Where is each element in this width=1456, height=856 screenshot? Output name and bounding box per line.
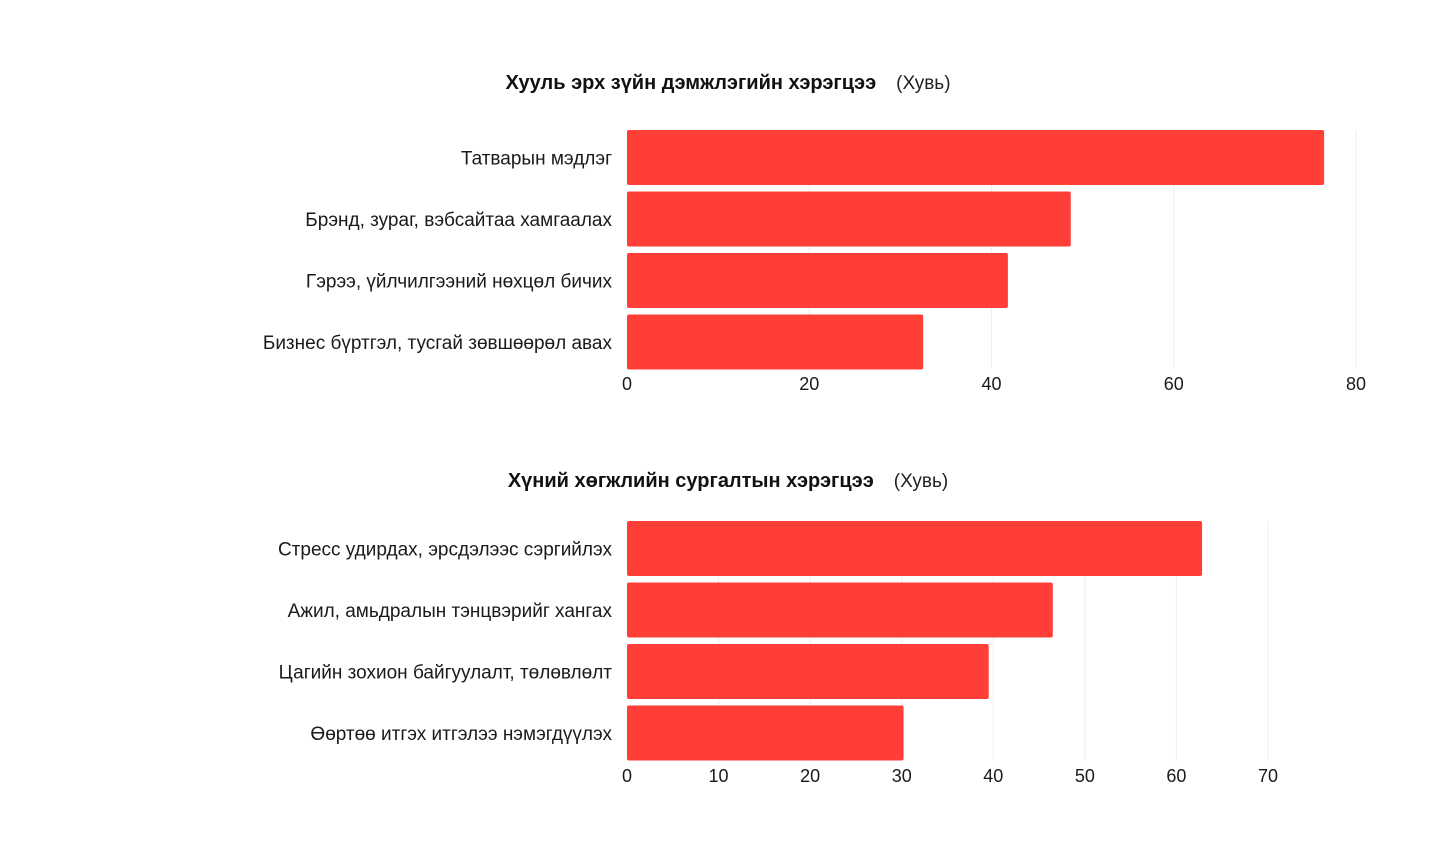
x-tick-label: 50 bbox=[1075, 766, 1095, 786]
category-label: Бизнес бүртгэл, тусгай зөвшөөрөл авах bbox=[263, 333, 613, 354]
bar bbox=[627, 191, 1071, 247]
category-label: Татварын мэдлэг bbox=[461, 149, 612, 170]
chart-title-row: Хууль эрх зүйн дэмжлэгийн хэрэгцээ (Хувь) bbox=[0, 72, 1456, 102]
x-tick-label: 0 bbox=[622, 374, 632, 394]
bar-chart-svg: Стресс удирдах, эрсдэлээс сэргийлэх Ажил,… bbox=[278, 521, 1278, 786]
chart-title: Хүний хөгжлийн сургалтын хэрэгцээ bbox=[507, 470, 874, 492]
bar bbox=[627, 521, 1203, 576]
bar-chart-svg: Татварын мэдлэг Брэнд, зураг, вэбсайтаа х… bbox=[263, 130, 1366, 394]
category-label: Ажил, амьдралын тэнцвэрийг хангах bbox=[288, 601, 613, 622]
x-tick-label: 30 bbox=[892, 766, 912, 786]
category-label: Өөртөө итгэх итгэлээ нэмэгдүүлэх bbox=[310, 724, 612, 745]
chart-unit: (Хувь) bbox=[896, 73, 951, 94]
bar bbox=[627, 705, 904, 761]
x-tick-label: 70 bbox=[1258, 766, 1278, 786]
x-tick-label: 10 bbox=[709, 766, 729, 786]
x-tick-label: 40 bbox=[981, 374, 1001, 394]
x-tick-label: 40 bbox=[983, 766, 1003, 786]
chart-title-row: Хүний хөгжлийн сургалтын хэрэгцээ (Хувь) bbox=[0, 470, 1456, 500]
bar bbox=[627, 582, 1053, 638]
x-tick-label: 60 bbox=[1166, 766, 1186, 786]
bar bbox=[627, 314, 924, 370]
chart-human-development-training: Хүний хөгжлийн сургалтын хэрэгцээ (Хувь) … bbox=[0, 458, 1456, 818]
category-label: Брэнд, зураг, вэбсайтаа хамгаалах bbox=[305, 210, 612, 231]
category-label: Цагийн зохион байгуулалт, төлөвлөлт bbox=[279, 663, 613, 684]
bar bbox=[627, 130, 1325, 185]
category-label: Гэрээ, үйлчилгээний нөхцөл бичих bbox=[306, 272, 613, 293]
bar bbox=[627, 644, 989, 699]
x-tick-label: 20 bbox=[799, 374, 819, 394]
chart-title: Хууль эрх зүйн дэмжлэгийн хэрэгцээ bbox=[505, 72, 877, 94]
x-tick-label: 60 bbox=[1164, 374, 1184, 394]
category-label: Стресс удирдах, эрсдэлээс сэргийлэх bbox=[278, 540, 613, 561]
chart-legal-support: Хууль эрх зүйн дэмжлэгийн хэрэгцээ (Хувь)… bbox=[0, 60, 1456, 420]
x-tick-label: 80 bbox=[1346, 374, 1366, 394]
x-tick-label: 0 bbox=[622, 766, 632, 786]
chart-unit: (Хувь) bbox=[893, 471, 949, 492]
x-tick-label: 20 bbox=[800, 766, 820, 786]
bar bbox=[627, 253, 1008, 308]
